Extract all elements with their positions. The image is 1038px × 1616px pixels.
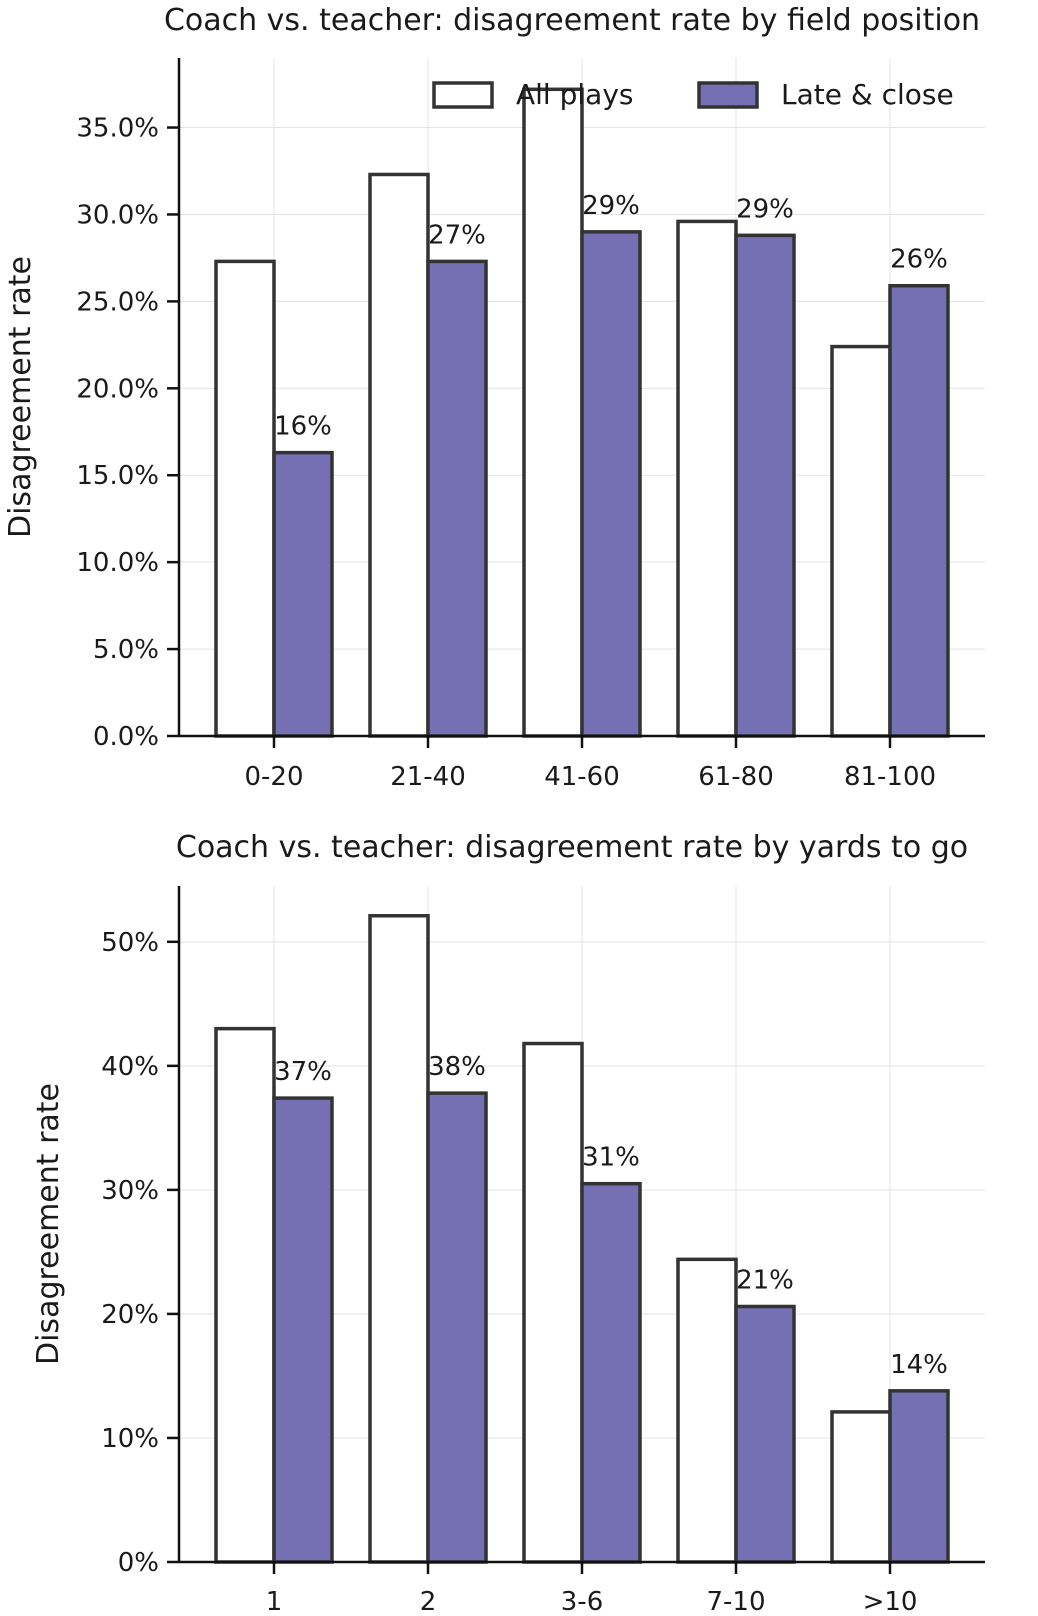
bar-late-close-3-6 [580, 1181, 642, 1564]
bar-all-plays-1 [214, 1026, 276, 1564]
legend-label: Late & close [781, 78, 954, 111]
x-tick-label: 61-80 [698, 762, 774, 792]
x-tick-label: 1 [266, 1587, 283, 1616]
data-label: 14% [890, 1350, 948, 1380]
x-tick-label: 81-100 [844, 762, 936, 792]
bar-all-plays-2 [368, 914, 430, 1564]
x-tick-label: 21-40 [390, 762, 466, 792]
y-tick-label: 0% [118, 1548, 159, 1578]
y-tick-label: 50% [101, 928, 159, 958]
data-label: 16% [274, 412, 332, 442]
data-label: 37% [274, 1057, 332, 1087]
bar-all-plays-3-6 [522, 1041, 584, 1564]
y-tick-label: 35.0% [76, 114, 159, 144]
data-label: 27% [428, 220, 486, 250]
y-tick-label: 40% [101, 1052, 159, 1082]
y-axis-label: Disagreement rate [31, 1083, 66, 1365]
y-tick-label: 20.0% [76, 374, 159, 404]
chart-panel-2: 37% 38% 31% 21% 14% 0% 10% 20% 30% 40% 50% 1 2 3-6 7-1… [31, 830, 985, 1616]
y-tick-label: 25.0% [76, 287, 159, 317]
bar-all-plays-41-60 [522, 87, 584, 738]
data-label: 31% [582, 1143, 640, 1173]
legend-swatch-all-plays [432, 81, 494, 109]
y-tick-label: 5.0% [93, 635, 159, 665]
chart-title: Coach vs. teacher: disagreement rate by … [176, 830, 968, 865]
bar-late-close->10 [888, 1389, 950, 1564]
y-tick-label: 10% [101, 1424, 159, 1454]
bar-late-close-81-100 [888, 283, 950, 738]
x-tick-label: 3-6 [561, 1587, 603, 1616]
y-tick-label: 30% [101, 1176, 159, 1206]
x-tick-label: 41-60 [544, 762, 620, 792]
bar-late-close-41-60 [580, 230, 642, 738]
bar-late-close-0-20 [272, 450, 334, 738]
bar-late-close-21-40 [426, 259, 488, 738]
bar-all-plays-81-100 [830, 344, 892, 738]
data-label: 21% [736, 1265, 794, 1295]
y-tick-label: 0.0% [93, 722, 159, 752]
data-label: 29% [582, 191, 640, 221]
bar-late-close-61-80 [734, 233, 796, 738]
x-tick-label: 7-10 [706, 1587, 765, 1616]
legend-swatch-late-close [697, 81, 759, 109]
data-label: 38% [428, 1052, 486, 1082]
bar-all-plays-0-20 [214, 259, 276, 738]
bar-all-plays->10 [830, 1410, 892, 1564]
x-tick-label: >10 [863, 1587, 918, 1616]
y-tick-label: 30.0% [76, 200, 159, 230]
data-label: 26% [890, 245, 948, 275]
y-tick-label: 20% [101, 1300, 159, 1330]
legend-label: All plays [516, 78, 633, 111]
data-label: 29% [736, 194, 794, 224]
legend: All plays Late & close [432, 78, 954, 111]
y-tick-label: 10.0% [76, 548, 159, 578]
x-tick-label: 0-20 [244, 762, 303, 792]
chart-title: Coach vs. teacher: disagreement rate by … [164, 3, 980, 38]
bar-late-close-2 [426, 1091, 488, 1564]
chart-panel-1: 16% 27% 29% 29% 26% 0.0% 5.0% 10.0% 15.0% 20.0% 25… [3, 3, 985, 792]
bar-late-close-7-10 [734, 1304, 796, 1564]
y-axis-label: Disagreement rate [3, 256, 38, 538]
bar-all-plays-7-10 [676, 1257, 738, 1564]
bar-all-plays-61-80 [676, 219, 738, 738]
bar-all-plays-21-40 [368, 172, 430, 738]
y-tick-label: 15.0% [76, 461, 159, 491]
bar-late-close-1 [272, 1096, 334, 1564]
x-tick-label: 2 [420, 1587, 437, 1616]
